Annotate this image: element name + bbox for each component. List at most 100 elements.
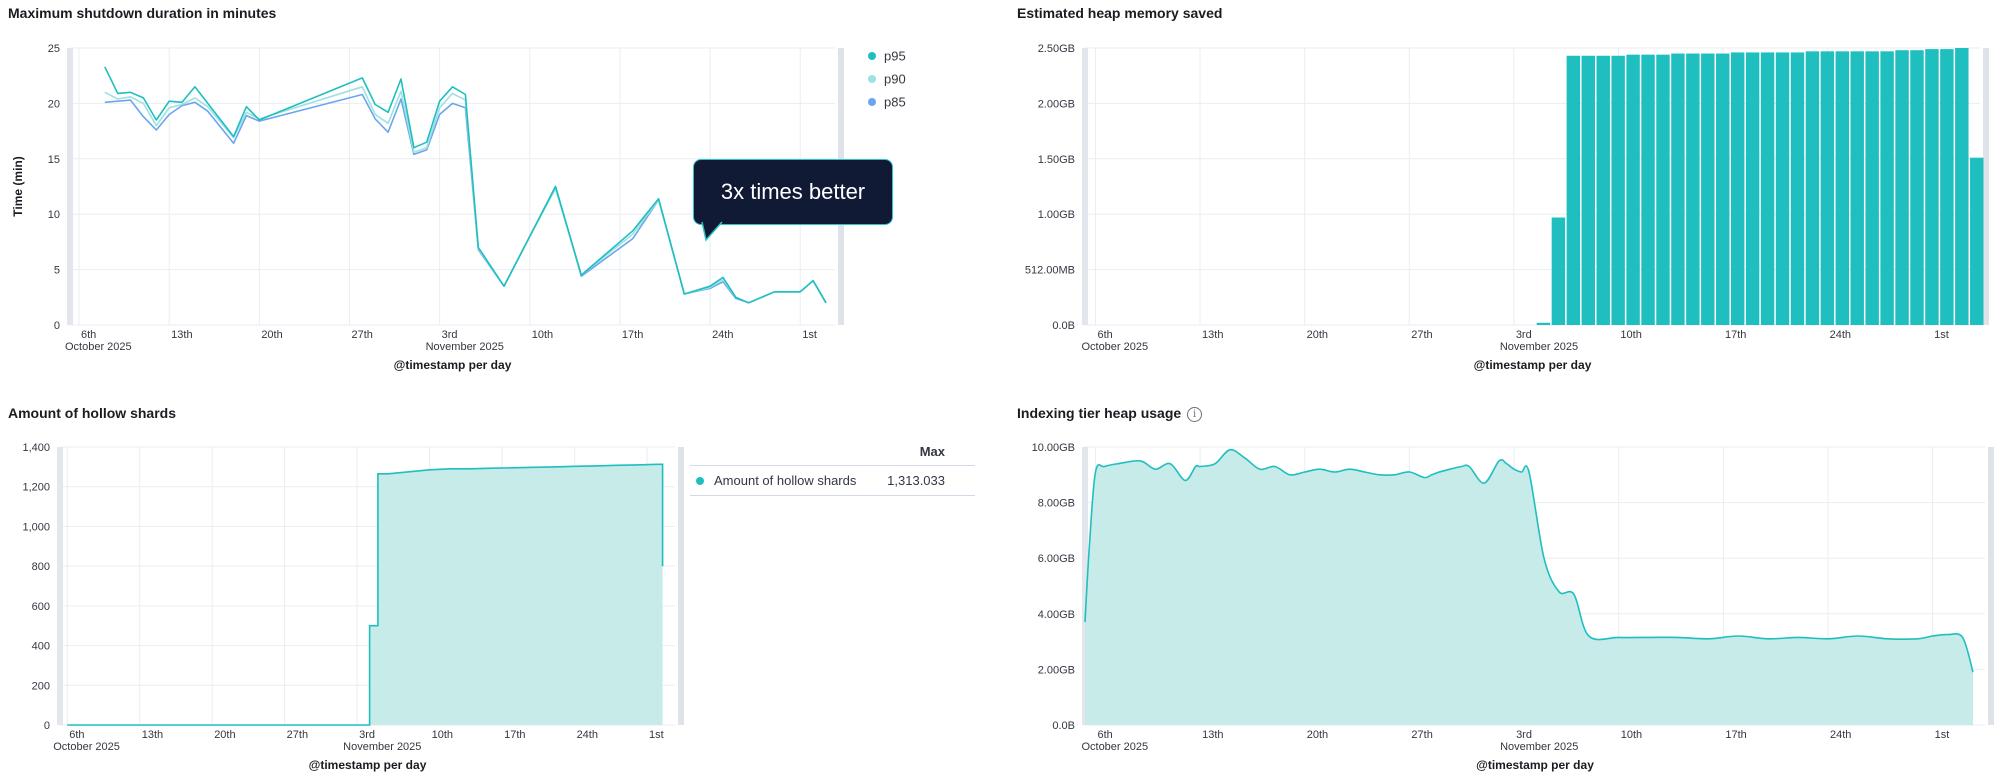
legend-label-p90: p90: [884, 72, 906, 87]
y-tick-label: 1,200: [22, 482, 50, 494]
legend-label-p95: p95: [884, 49, 906, 64]
y-tick-label: 25: [48, 43, 60, 55]
chart-title-indexing-heap: Indexing tier heap usage i: [1017, 405, 1203, 422]
bar: [1716, 53, 1730, 325]
x-tick-sublabel: November 2025: [1500, 741, 1578, 753]
callout-tail: [701, 221, 723, 242]
series-area-line: [67, 463, 664, 726]
info-icon[interactable]: i: [1187, 407, 1203, 422]
legend-series-max: 1,313.033: [887, 473, 945, 488]
bar: [1566, 55, 1581, 325]
y-tick-label: 0.0B: [1052, 720, 1075, 732]
legend-dot-p85: [868, 98, 876, 106]
x-axis-label: @timestamp per day: [394, 358, 512, 372]
bar: [1745, 52, 1760, 325]
bar: [1865, 51, 1879, 325]
bar: [1536, 322, 1551, 325]
x-tick-label: 1st: [649, 729, 664, 741]
bar: [1955, 48, 1969, 325]
bar: [1895, 50, 1909, 325]
series-line-p95: [104, 66, 827, 304]
y-tick-label: 800: [32, 561, 50, 573]
x-tick-sublabel: October 2025: [1081, 741, 1148, 753]
x-tick-label: 13th: [1202, 329, 1223, 341]
bar: [1626, 54, 1640, 325]
series-color-dot: [696, 476, 704, 485]
bar: [1835, 51, 1850, 325]
x-tick-label: 3rd: [1516, 729, 1532, 741]
y-tick-label: 0: [44, 720, 50, 732]
x-tick-label: 20th: [261, 329, 282, 341]
x-tick-label: 6th: [1097, 329, 1112, 341]
y-tick-label: 0: [54, 320, 60, 332]
x-tick-label: 1st: [1935, 729, 1950, 741]
y-axis-band: [67, 48, 73, 325]
bar: [1760, 52, 1775, 325]
bar: [1850, 51, 1864, 325]
y-tick-label: 0.0B: [1052, 320, 1075, 332]
annotation-callout: 3x times better: [693, 159, 893, 225]
y-tick-label: 1.00GB: [1038, 209, 1075, 221]
x-tick-label: 24th: [712, 329, 733, 341]
bar: [1880, 51, 1894, 325]
bar: [1701, 53, 1715, 325]
legend-dot-p90: [868, 75, 876, 83]
legend-series-name: Amount of hollow shards: [714, 473, 857, 488]
y-tick-label: 2.00GB: [1038, 98, 1075, 110]
x-tick-label: 10th: [1621, 729, 1642, 741]
chart-title-heap-saved: Estimated heap memory saved: [1017, 5, 1223, 21]
x-tick-sublabel: November 2025: [1500, 341, 1578, 353]
bar: [1805, 51, 1820, 325]
bar: [1671, 53, 1685, 325]
x-tick-sublabel: November 2025: [343, 741, 421, 753]
legend-label-p85: p85: [884, 95, 906, 110]
x-tick-label: 6th: [69, 729, 84, 741]
bar: [1790, 52, 1805, 325]
y-tick-label: 400: [32, 641, 50, 653]
y-tick-label: 1.50GB: [1038, 154, 1075, 166]
legend-table: Max Amount of hollow shards 1,313.033: [690, 440, 975, 496]
chart-title-hollow-shards: Amount of hollow shards: [8, 405, 176, 421]
x-tick-label: 3rd: [442, 329, 458, 341]
x-tick-label: 27th: [351, 329, 372, 341]
legend-row[interactable]: Amount of hollow shards 1,313.033: [690, 466, 975, 496]
bar: [1596, 55, 1610, 325]
x-tick-sublabel: October 2025: [53, 741, 120, 753]
x-tick-label: 10th: [532, 329, 553, 341]
x-tick-label: 17th: [1725, 729, 1746, 741]
bar: [1686, 53, 1700, 325]
x-tick-label: 3rd: [359, 729, 375, 741]
bar: [1581, 55, 1596, 325]
y-tick-label: 6.00GB: [1038, 553, 1075, 565]
y-tick-label: 20: [48, 98, 60, 110]
y-tick-label: 1,400: [22, 442, 50, 454]
x-tick-label: 3rd: [1516, 329, 1532, 341]
x-tick-label: 20th: [1307, 329, 1328, 341]
x-tick-label: 13th: [171, 329, 192, 341]
y-tick-label: 15: [48, 154, 60, 166]
x-tick-sublabel: November 2025: [426, 341, 504, 353]
series-area-fill: [1085, 449, 1973, 725]
bar: [1910, 50, 1924, 325]
y-axis-band: [1082, 48, 1088, 325]
bar: [1551, 217, 1566, 325]
indexing-heap-title-text: Indexing tier heap usage: [1017, 405, 1182, 421]
y-axis-band: [57, 447, 63, 725]
x-tick-label: 10th: [1620, 329, 1641, 341]
x-tick-label: 10th: [432, 729, 453, 741]
bar: [1611, 55, 1625, 325]
y-tick-label: 2.50GB: [1038, 43, 1075, 55]
y-tick-label: 1,000: [22, 521, 50, 533]
series-area-line: [1084, 448, 1974, 673]
x-tick-label: 24th: [1830, 729, 1851, 741]
x-axis-label: @timestamp per day: [1474, 358, 1592, 372]
bar: [1730, 52, 1745, 325]
y-tick-label: 200: [32, 680, 50, 692]
x-axis-label: @timestamp per day: [1476, 758, 1594, 772]
plot-edge-band: [678, 447, 684, 725]
y-tick-label: 10: [48, 209, 60, 221]
y-tick-label: 512.00MB: [1025, 265, 1075, 277]
